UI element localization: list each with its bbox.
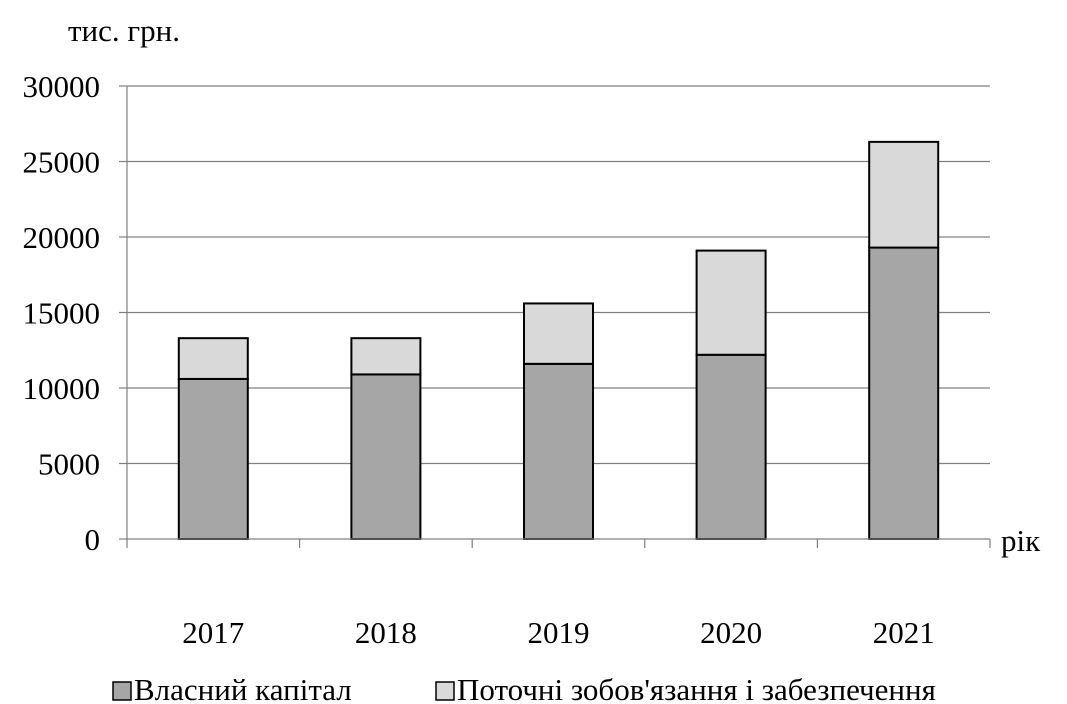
y-tick-label: 30000 <box>23 69 101 104</box>
bar-equity-2017 <box>177 377 249 540</box>
x-tick-label: 2021 <box>873 615 935 650</box>
bar-liabilities-2020 <box>695 249 767 356</box>
legend: Власний капітал Поточні зобов'язання і за… <box>112 672 936 704</box>
y-tick-label: 0 <box>85 522 101 557</box>
y-tick-label: 10000 <box>23 371 101 406</box>
legend-swatch <box>435 681 455 701</box>
y-tick-label: 25000 <box>23 145 101 180</box>
y-axis-label: тис. грн. <box>68 13 180 48</box>
axes <box>126 86 991 548</box>
legend-label: Власний капітал <box>134 672 352 704</box>
bars <box>177 140 940 540</box>
bar-liabilities-2017 <box>177 337 249 380</box>
y-tick-labels: 0 5000 10000 15000 20000 25000 30000 <box>23 69 101 557</box>
y-tick-label: 15000 <box>23 296 101 331</box>
bar-equity-2018 <box>350 373 422 540</box>
x-axis-label: рік <box>1001 523 1041 558</box>
bar-equity-2021 <box>868 246 940 540</box>
y-tick-label: 20000 <box>23 220 101 255</box>
bar-liabilities-2018 <box>350 337 422 376</box>
legend-label: Поточні зобов'язання і забезпечення <box>457 672 936 704</box>
x-tick-label: 2019 <box>528 615 590 650</box>
bar-equity-2019 <box>523 362 594 540</box>
y-tick-label: 5000 <box>38 447 100 482</box>
x-tick-labels: 2017 2018 2019 2020 2021 <box>182 615 934 650</box>
x-tick-label: 2020 <box>700 615 762 650</box>
bar-equity-2020 <box>695 353 767 540</box>
x-tick-label: 2017 <box>182 615 244 650</box>
bar-liabilities-2019 <box>523 302 594 365</box>
bar-liabilities-2021 <box>868 140 940 249</box>
legend-swatch <box>112 681 132 701</box>
x-tick-label: 2018 <box>355 615 417 650</box>
